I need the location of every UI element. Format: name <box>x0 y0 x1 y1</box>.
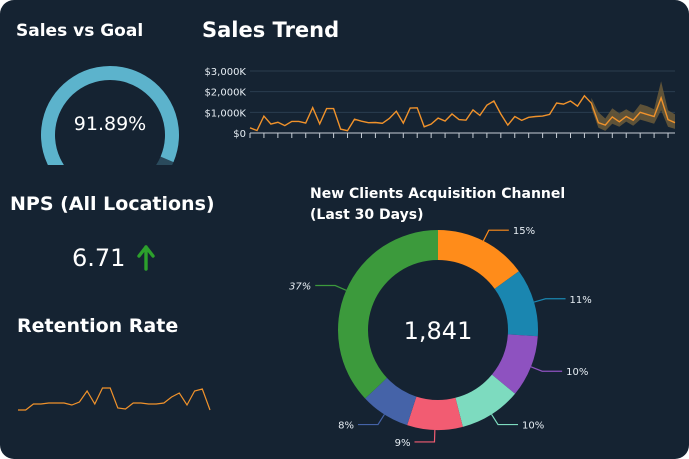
donut-leader-line <box>414 429 436 443</box>
sales-trend-title: Sales Trend <box>202 18 340 42</box>
sales-vs-goal-title: Sales vs Goal <box>16 21 144 41</box>
acquisition-donut-chart[interactable]: 15% 11% 10% 10% 9% 8% 37% 1,841 <box>270 225 620 450</box>
retention-rate-chart[interactable] <box>14 375 214 415</box>
trend-y-tick-label: $2,000K <box>204 88 246 99</box>
trend-series-line <box>249 94 676 132</box>
donut-slice-label: 9% <box>395 438 411 449</box>
donut-leader-line <box>482 229 509 242</box>
trend-y-tick-label: $1,000K <box>204 108 246 119</box>
donut-slice-label: 8% <box>338 421 354 432</box>
donut-leader-line <box>530 366 563 372</box>
gauge-fill <box>41 66 179 165</box>
sales-trend-chart[interactable]: $0 $1,000K $2,000K $3,000K <box>195 60 680 145</box>
donut-leader-line <box>491 414 519 426</box>
retention-series-line <box>18 387 211 411</box>
donut-center-total: 1,841 <box>404 317 473 345</box>
trend-forecast-band <box>591 81 675 131</box>
donut-slice[interactable] <box>407 396 463 430</box>
sales-vs-goal-gauge[interactable] <box>30 55 190 165</box>
donut-leader-line <box>533 298 566 303</box>
donut-slice[interactable] <box>438 230 519 289</box>
gauge-track <box>156 156 174 165</box>
donut-slice-label: 37% <box>289 282 311 293</box>
trend-y-tick-label: $3,000K <box>204 67 246 78</box>
donut-slice-label: 11% <box>570 295 592 306</box>
nps-title: NPS (All Locations) <box>10 193 215 215</box>
retention-rate-title: Retention Rate <box>17 315 179 337</box>
donut-leader-line <box>315 284 347 291</box>
donut-slice[interactable] <box>338 230 438 399</box>
donut-slice-label: 15% <box>513 226 535 237</box>
arrow-up-icon <box>137 245 155 271</box>
acquisition-title-line1: New Clients Acquisition Channel <box>310 186 566 202</box>
donut-slice[interactable] <box>365 377 417 426</box>
acquisition-title-line2: (Last 30 Days) <box>310 207 424 223</box>
donut-slice-label: 10% <box>522 421 544 432</box>
nps-value: 6.71 <box>72 244 126 272</box>
donut-slice-label: 10% <box>566 367 588 378</box>
donut-slice[interactable] <box>455 374 516 427</box>
donut-leader-line <box>357 414 385 426</box>
sales-vs-goal-value: 91.89% <box>73 113 147 135</box>
trend-y-tick-label: $0 <box>233 129 246 140</box>
donut-slice[interactable] <box>491 334 538 394</box>
donut-slice[interactable] <box>494 271 538 337</box>
